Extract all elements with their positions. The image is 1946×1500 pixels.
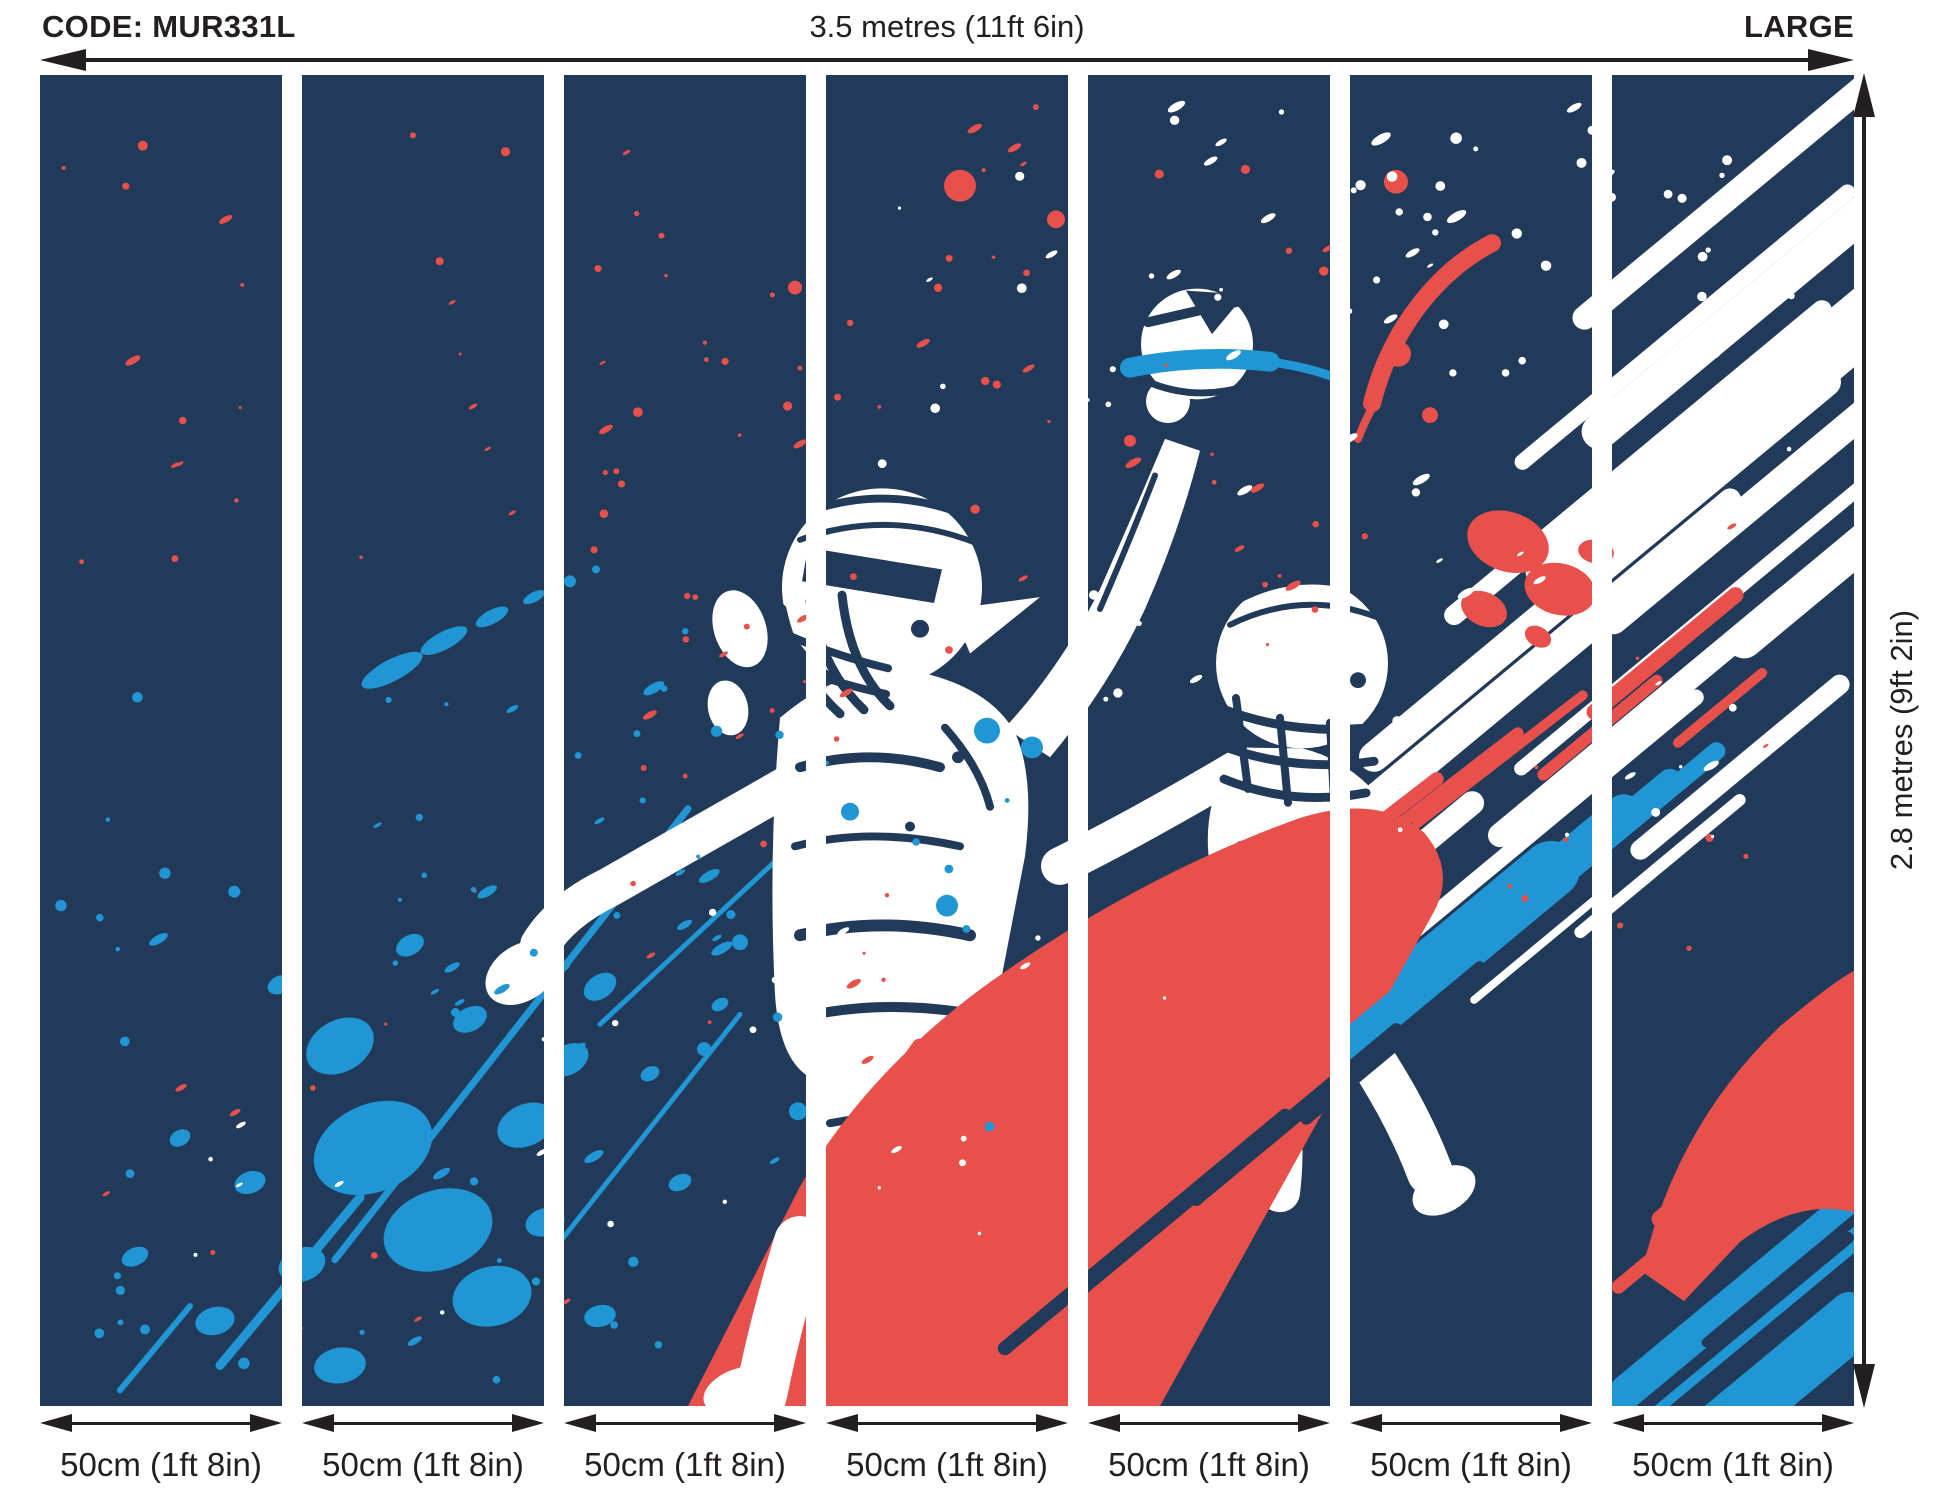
arrowhead-left-icon: [1350, 1414, 1382, 1432]
arrowhead-right-icon: [774, 1414, 806, 1432]
arrowhead-left-icon: [1612, 1414, 1644, 1432]
arrowhead-left-icon: [826, 1414, 858, 1432]
arrowhead-right-icon: [1298, 1414, 1330, 1432]
panel-gap: [806, 75, 826, 1406]
panel-width-block: 50cm (1ft 8in): [564, 1414, 806, 1484]
arrowhead-left-icon: [40, 1414, 72, 1432]
total-width-arrow: [40, 48, 1854, 72]
panel-gap: [1592, 75, 1612, 1406]
product-code-label: CODE: MUR331L: [42, 9, 296, 44]
panel-width-block: 50cm (1ft 8in): [1612, 1414, 1854, 1484]
panel-width-arrow: [1612, 1414, 1854, 1434]
panel-width-block: 50cm (1ft 8in): [826, 1414, 1068, 1484]
arrowhead-right-icon: [512, 1414, 544, 1432]
panel-width-label: 50cm (1ft 8in): [1632, 1446, 1834, 1483]
panel-width-label: 50cm (1ft 8in): [846, 1446, 1048, 1483]
arrowhead-right-icon: [1822, 1414, 1854, 1432]
football-ball: [1120, 288, 1345, 400]
total-width-label: 3.5 metres (11ft 6in): [809, 9, 1085, 44]
panel-width-block: 50cm (1ft 8in): [40, 1414, 282, 1484]
arrow-line: [1862, 81, 1866, 1400]
panel-width-label: 50cm (1ft 8in): [1108, 1446, 1310, 1483]
arrowhead-left-icon: [302, 1414, 334, 1432]
arrowhead-left-icon: [564, 1414, 596, 1432]
arrowhead-right-icon: [1036, 1414, 1068, 1432]
panel-width-block: 50cm (1ft 8in): [302, 1414, 544, 1484]
blue-splatter: [117, 565, 943, 1394]
panel-width-arrow: [1350, 1414, 1592, 1434]
arrowhead-right-icon: [250, 1414, 282, 1432]
panel-gap: [282, 75, 302, 1406]
arrowhead-left-icon: [40, 49, 86, 71]
arrowhead-right-icon: [1808, 49, 1854, 71]
panel-width-label: 50cm (1ft 8in): [60, 1446, 262, 1483]
mural-artwork: [40, 75, 1854, 1406]
total-height-arrow: [1850, 73, 1878, 1408]
panel-gap: [544, 75, 564, 1406]
panel-width-arrow: [40, 1414, 282, 1434]
panel-width-label: 50cm (1ft 8in): [1370, 1446, 1572, 1483]
size-badge: LARGE: [1744, 9, 1854, 44]
mural-image: [40, 75, 1854, 1406]
red-brush-right: [1611, 970, 1854, 1302]
panel-width-arrow: [1088, 1414, 1330, 1434]
panel-width-arrow: [564, 1414, 806, 1434]
panel-gap: [1068, 75, 1088, 1406]
panel-width-arrow: [826, 1414, 1068, 1434]
panel-width-label: 50cm (1ft 8in): [322, 1446, 524, 1483]
panel-gap: [1330, 75, 1350, 1406]
arrowhead-down-icon: [1853, 1364, 1875, 1408]
texture-strokes: [703, 815, 1854, 1406]
speckles: [1203, 452, 1769, 951]
red-brush-mass: [688, 690, 1588, 1406]
panel-width-arrow: [302, 1414, 544, 1434]
arrowhead-right-icon: [1560, 1414, 1592, 1432]
panel-width-block: 50cm (1ft 8in): [1350, 1414, 1592, 1484]
panel-width-label: 50cm (1ft 8in): [584, 1446, 786, 1483]
arrowhead-left-icon: [1088, 1414, 1120, 1432]
arrow-line: [74, 58, 1820, 62]
panel-width-block: 50cm (1ft 8in): [1088, 1414, 1330, 1484]
speckles: [639, 628, 1010, 1164]
